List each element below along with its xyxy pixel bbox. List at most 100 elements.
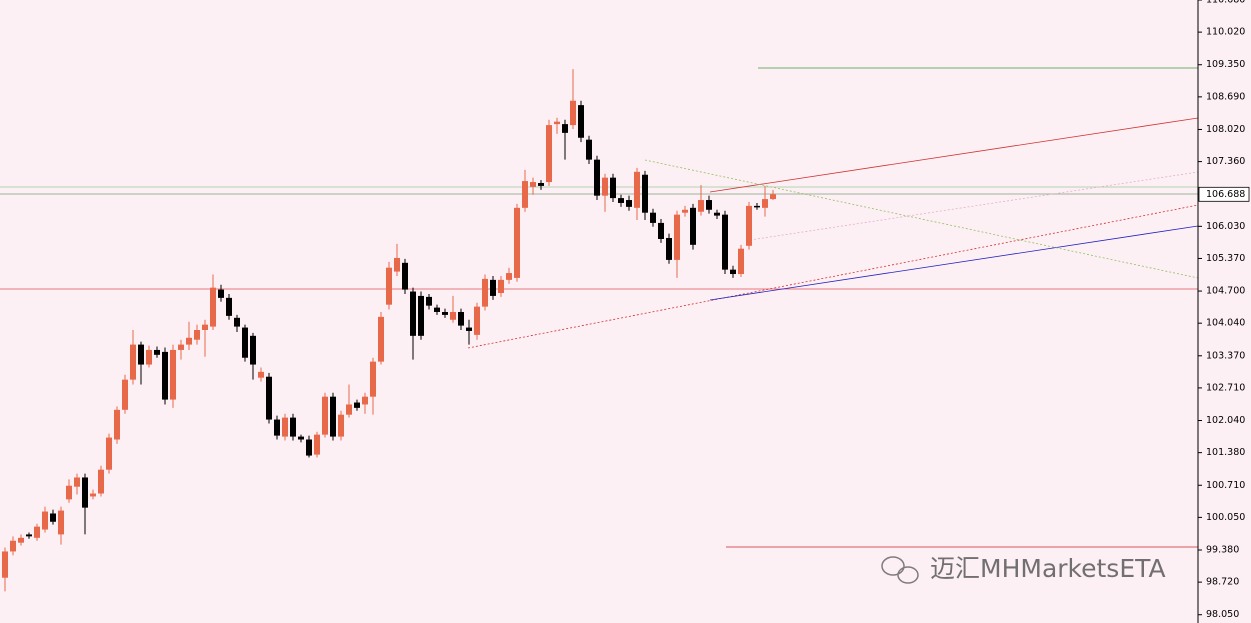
candle-body (186, 337, 192, 345)
watermark: 迈汇MHMarketsETA (881, 554, 1166, 584)
candle-body (410, 291, 416, 336)
candle-body (706, 200, 712, 210)
candle-body (170, 349, 176, 400)
candle-body (362, 396, 368, 405)
y-tick-label: 99.380 (1206, 544, 1239, 555)
candle-body (266, 376, 272, 420)
price-axis-ticks: 110.680 110.020 109.350 108.690 108.020 107.3… (1198, 0, 1250, 620)
y-tick-label: 104.040 (1206, 318, 1245, 329)
candle-body (18, 537, 24, 543)
watermark-text: 迈汇MHMarketsETA (930, 554, 1166, 583)
y-tick-label: 103.370 (1206, 350, 1245, 361)
candle-body (442, 311, 448, 315)
candle-body (50, 513, 56, 522)
candle-body (562, 124, 568, 133)
y-tick-label: 110.680 (1206, 0, 1245, 6)
candle-body (98, 469, 104, 494)
candle-body (2, 551, 8, 578)
candle-body (418, 295, 424, 336)
y-tick-label: 100.050 (1206, 512, 1245, 523)
candle-body (690, 207, 696, 245)
candle-body (114, 409, 120, 440)
candle-body (130, 344, 136, 380)
candle-body (282, 417, 288, 437)
candle-body (498, 279, 504, 294)
candle-body (138, 344, 144, 365)
candle-body (514, 207, 520, 278)
candle-body (10, 540, 16, 552)
candle-body (250, 335, 256, 365)
candle-body (290, 417, 296, 437)
candle-body (258, 371, 264, 378)
candle-body (618, 198, 624, 203)
candle-body (530, 182, 536, 187)
y-tick-label: 102.040 (1206, 415, 1245, 426)
watermark-icon (897, 566, 919, 584)
candle-body (74, 477, 80, 487)
y-tick-label: 106.030 (1206, 221, 1245, 232)
y-tick-label: 107.360 (1206, 156, 1245, 167)
candle-body (34, 526, 40, 538)
y-tick-label: 102.710 (1206, 382, 1245, 393)
watermark-icon (881, 556, 905, 576)
candle-body (506, 273, 512, 280)
candle-body (626, 200, 632, 207)
candle-body (554, 121, 560, 125)
candle-body (210, 287, 216, 327)
candle-body (466, 327, 472, 331)
candle-body (474, 306, 480, 335)
candle-body (434, 307, 440, 312)
y-tick-label: 109.350 (1206, 59, 1245, 70)
candle-body (738, 248, 744, 275)
candle-body (82, 477, 88, 508)
candle-body (610, 177, 616, 199)
candle-body (458, 311, 464, 326)
candle-body (202, 324, 208, 330)
candle-body (642, 174, 648, 213)
candle-body (226, 297, 232, 316)
candle-body (450, 311, 456, 320)
candle-body (298, 436, 304, 440)
candle-body (346, 404, 352, 415)
candle-body (674, 214, 680, 260)
candle-body (594, 159, 600, 196)
candle-body (714, 212, 720, 216)
candle-body (546, 125, 552, 183)
candle-body (370, 361, 376, 397)
candle-body (490, 279, 496, 296)
candle-body (242, 327, 248, 358)
candle-body (338, 414, 344, 437)
candle-body (306, 439, 312, 456)
trend-line (749, 171, 1199, 241)
candle-body (330, 396, 336, 437)
candle-body (522, 181, 528, 208)
candle-body (602, 177, 608, 196)
candle-body (58, 510, 64, 535)
candle-body (730, 269, 736, 275)
candle-body (754, 205, 760, 208)
candle-body (122, 379, 128, 410)
candle-body (658, 222, 664, 239)
candle-body (66, 485, 72, 500)
candle-body (666, 238, 672, 260)
candle-body (402, 262, 408, 290)
candle-body (634, 171, 640, 208)
y-tick-label: 110.020 (1206, 27, 1245, 38)
current-price-box (1198, 186, 1250, 202)
y-tick-label: 104.700 (1206, 286, 1245, 297)
candle-body (146, 349, 152, 365)
candle-body (586, 139, 592, 160)
candle-body (322, 396, 328, 435)
candle-body (394, 257, 400, 272)
candle-body (162, 351, 168, 400)
candle-body (722, 214, 728, 270)
candle-body (482, 278, 488, 307)
candle-body (538, 183, 544, 186)
candle-body (698, 200, 704, 212)
candle-body (274, 419, 280, 436)
candle-body (42, 511, 48, 530)
candle-body (354, 402, 360, 408)
